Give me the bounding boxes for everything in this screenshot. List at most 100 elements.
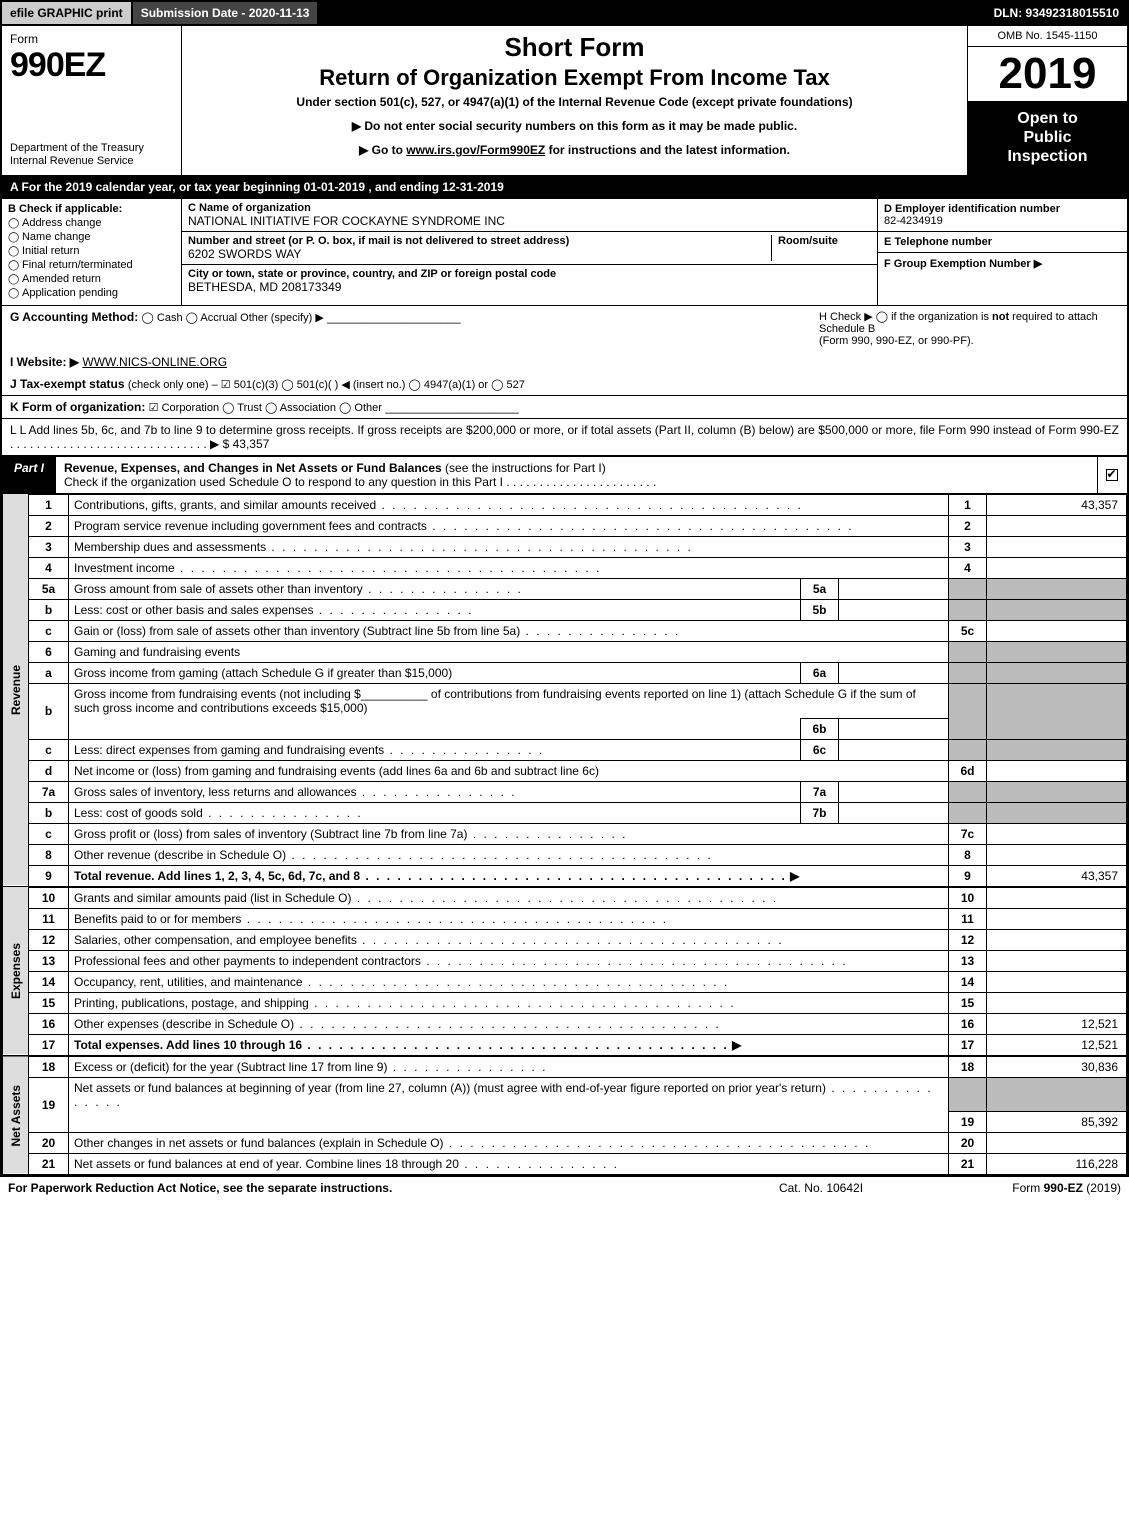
G-options[interactable]: ◯ Cash ◯ Accrual Other (specify) ▶ (142, 312, 324, 324)
desc-2: Program service revenue including govern… (74, 519, 427, 533)
ln-5c: c (29, 620, 69, 641)
desc-5b: Less: cost or other basis and sales expe… (74, 603, 313, 617)
bcd-block: B Check if applicable: Address change Na… (2, 199, 1127, 306)
chk-application-pending[interactable]: Application pending (8, 287, 175, 299)
website-link[interactable]: WWW.NICS-ONLINE.ORG (82, 355, 227, 369)
irs-link[interactable]: www.irs.gov/Form990EZ (406, 143, 545, 157)
ein: 82-4234919 (884, 215, 1121, 227)
C-street-label: Number and street (or P. O. box, if mail… (188, 235, 569, 247)
C-name-label: C Name of organization (188, 202, 871, 214)
desc-7c: Gross profit or (loss) from sales of inv… (74, 827, 467, 841)
ln-14: 14 (29, 971, 69, 992)
footer-right-post: (2019) (1083, 1181, 1121, 1195)
ln-5b: b (29, 599, 69, 620)
H-text3: (Form 990, 990-EZ, or 990-PF). (819, 335, 974, 347)
ln-10: 10 (29, 887, 69, 908)
num-6d: 6d (949, 760, 987, 781)
header-right: OMB No. 1545-1150 2019 Open to Public In… (967, 26, 1127, 175)
part-I-checkbox[interactable] (1097, 457, 1127, 493)
subval-7b (839, 802, 949, 823)
num-2: 2 (949, 515, 987, 536)
sub-7b: 7b (801, 802, 839, 823)
num-12: 12 (949, 929, 987, 950)
col-C: C Name of organization NATIONAL INITIATI… (182, 199, 877, 305)
desc-14: Occupancy, rent, utilities, and maintena… (74, 975, 303, 989)
C-room-label: Room/suite (778, 235, 838, 247)
desc-4: Investment income (74, 561, 175, 575)
chk-amended-return[interactable]: Amended return (8, 273, 175, 285)
shade-6a (949, 662, 987, 683)
chk-name-change[interactable]: Name change (8, 231, 175, 243)
efile-print-button[interactable]: efile GRAPHIC print (2, 2, 133, 24)
num-15: 15 (949, 992, 987, 1013)
num-19: 19 (949, 1112, 987, 1133)
short-form-title: Short Form (192, 32, 957, 63)
sub-5a: 5a (801, 578, 839, 599)
num-3: 3 (949, 536, 987, 557)
chk-initial-return[interactable]: Initial return (8, 245, 175, 257)
val-1: 43,357 (987, 494, 1127, 515)
chk-final-return[interactable]: Final return/terminated (8, 259, 175, 271)
arrow-17: ▶ (732, 1038, 741, 1052)
part-I-check: Check if the organization used Schedule … (64, 475, 656, 489)
val-2 (987, 515, 1127, 536)
row-L: L L Add lines 5b, 6c, and 7b to line 9 t… (2, 419, 1127, 457)
K-options[interactable]: ☑ Corporation ◯ Trust ◯ Association ◯ Ot… (149, 402, 382, 414)
shade-6-val (987, 641, 1127, 662)
val-20 (987, 1133, 1127, 1154)
num-20: 20 (949, 1133, 987, 1154)
desc-15: Printing, publications, postage, and shi… (74, 996, 309, 1010)
shade-6b-val (987, 683, 1127, 739)
part-I-tag: Part I (2, 457, 56, 493)
ln-12: 12 (29, 929, 69, 950)
val-7c (987, 823, 1127, 844)
desc-19: Net assets or fund balances at beginning… (74, 1081, 826, 1095)
chk-address-change[interactable]: Address change (8, 217, 175, 229)
row-K: K Form of organization: ☑ Corporation ◯ … (2, 396, 1127, 419)
shade-19-val (987, 1077, 1127, 1112)
val-13 (987, 950, 1127, 971)
ln-3: 3 (29, 536, 69, 557)
desc-6: Gaming and fundraising events (74, 645, 240, 659)
G-blank: ____________________ (327, 310, 460, 324)
form-990ez-page: efile GRAPHIC print Submission Date - 20… (0, 0, 1129, 1177)
page-footer: For Paperwork Reduction Act Notice, see … (0, 1177, 1129, 1199)
footer-center: Cat. No. 10642I (721, 1181, 921, 1195)
open-line1: Open to (972, 109, 1123, 128)
ln-7c: c (29, 823, 69, 844)
J-options[interactable]: (check only one) – ☑ 501(c)(3) ◯ 501(c)(… (128, 379, 525, 391)
submission-date-button[interactable]: Submission Date - 2020-11-13 (133, 2, 320, 24)
form-header: Form 990EZ Department of the Treasury In… (2, 26, 1127, 177)
col-D: D Employer identification number 82-4234… (877, 199, 1127, 305)
val-3 (987, 536, 1127, 557)
desc-6b-1: Gross income from fundraising events (no… (74, 687, 361, 701)
sub-6a: 6a (801, 662, 839, 683)
ln-1: 1 (29, 494, 69, 515)
desc-18: Excess or (deficit) for the year (Subtra… (74, 1060, 387, 1074)
K-label: K Form of organization: (10, 400, 145, 414)
desc-6a: Gross income from gaming (attach Schedul… (74, 666, 452, 680)
desc-8: Other revenue (describe in Schedule O) (74, 848, 286, 862)
ln-19: 19 (29, 1077, 69, 1133)
shade-5b-val (987, 599, 1127, 620)
dln-label: DLN: 93492318015510 (986, 2, 1127, 24)
goto-note: ▶ Go to www.irs.gov/Form990EZ for instru… (192, 143, 957, 157)
revenue-table: Revenue 1 Contributions, gifts, grants, … (2, 494, 1127, 887)
val-18: 30,836 (987, 1056, 1127, 1077)
shade-19 (949, 1077, 987, 1112)
ln-13: 13 (29, 950, 69, 971)
desc-12: Salaries, other compensation, and employ… (74, 933, 357, 947)
subval-5b (839, 599, 949, 620)
dept-line2: Internal Revenue Service (10, 155, 173, 168)
shade-5a (949, 578, 987, 599)
desc-5a: Gross amount from sale of assets other t… (74, 582, 363, 596)
footer-right-pre: Form (1012, 1181, 1043, 1195)
val-15 (987, 992, 1127, 1013)
shade-7b (949, 802, 987, 823)
ln-6d: d (29, 760, 69, 781)
desc-11: Benefits paid to or for members (74, 912, 241, 926)
form-word: Form (10, 32, 173, 46)
shade-5b (949, 599, 987, 620)
ln-6a: a (29, 662, 69, 683)
topbar-spacer (319, 2, 985, 24)
